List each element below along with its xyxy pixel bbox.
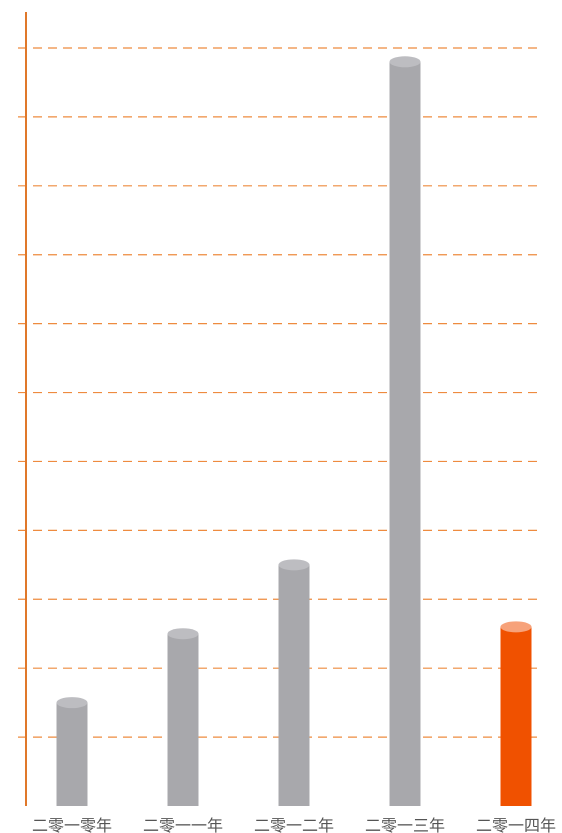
gridlines bbox=[18, 47, 540, 738]
bar-3 bbox=[278, 559, 310, 806]
bar-body bbox=[389, 61, 421, 807]
bar-cap bbox=[56, 697, 88, 709]
bar-cap bbox=[389, 56, 421, 68]
x-tick-label: 二零一零年 bbox=[32, 816, 112, 833]
x-tick-label: 二零一一年 bbox=[143, 816, 223, 833]
x-tick-label: 二零一二年 bbox=[254, 816, 334, 833]
bar-body bbox=[167, 633, 199, 806]
bar-4 bbox=[389, 56, 421, 807]
bar-1 bbox=[56, 697, 88, 806]
bar-cap bbox=[167, 628, 199, 640]
bar-body bbox=[56, 702, 88, 806]
bars bbox=[56, 56, 532, 807]
bar-cap bbox=[278, 559, 310, 571]
x-tick-label: 二零一三年 bbox=[365, 816, 445, 833]
bar-5 bbox=[500, 621, 532, 806]
x-tick-label: 二零一四年 bbox=[476, 816, 556, 833]
bar-body bbox=[500, 626, 532, 806]
category-labels: 二零一零年 二零一一年 二零一二年 二零一三年 二零一四年 bbox=[32, 816, 556, 833]
bar-body bbox=[278, 564, 310, 806]
bar-cap bbox=[500, 621, 532, 633]
bar-2 bbox=[167, 628, 199, 806]
